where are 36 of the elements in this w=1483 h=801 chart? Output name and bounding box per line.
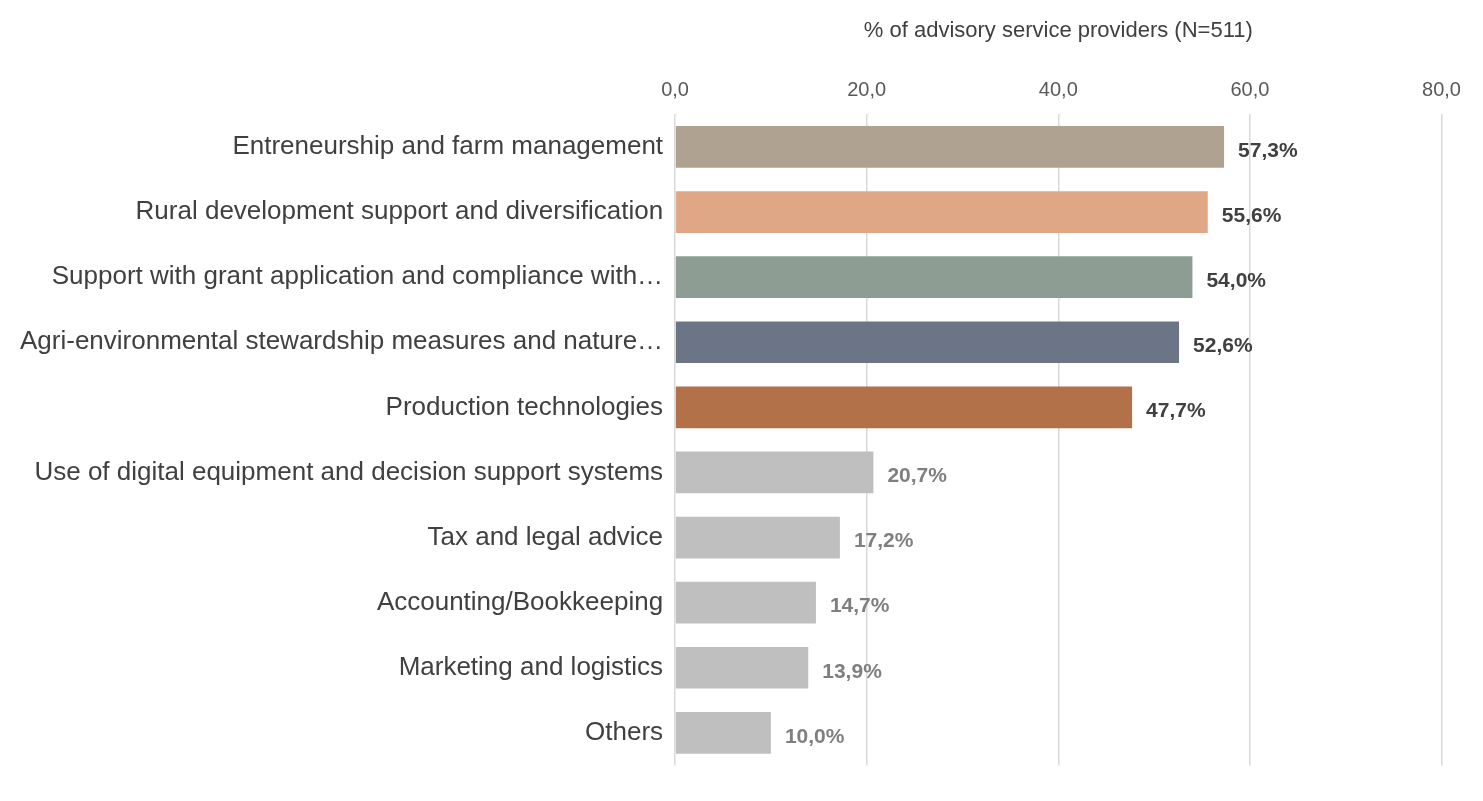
x-tick-label: 80,0 <box>1422 77 1462 100</box>
bar <box>675 516 840 559</box>
data-label: 52,6% <box>1193 333 1253 357</box>
data-label: 20,7% <box>887 463 948 487</box>
data-label: 10,0% <box>784 723 845 747</box>
x-tick-label: 20,0 <box>847 77 887 100</box>
bar <box>675 191 1208 233</box>
bar <box>675 451 874 494</box>
y-tick-label: Rural development support and diversification <box>135 195 664 226</box>
bar <box>675 712 771 754</box>
y-tick-label: Agri-environmental stewardship measures and nature… <box>20 325 664 356</box>
data-label: 57,3% <box>1238 137 1298 161</box>
bar <box>675 581 816 624</box>
x-tick-label: 60,0 <box>1230 77 1270 100</box>
data-label: 47,7% <box>1146 398 1206 422</box>
bar <box>675 321 1180 364</box>
bar <box>675 386 1133 429</box>
bar <box>675 126 1225 168</box>
x-tick-label: 40,0 <box>1038 77 1078 100</box>
data-label: 55,6% <box>1221 202 1282 226</box>
y-tick-label: Support with grant application and compliance with… <box>51 260 664 291</box>
y-tick-label: Others <box>585 716 664 747</box>
y-tick-label: Use of digital equipment and decision support systems <box>34 455 664 486</box>
y-tick-label: Accounting/Bookkeeping <box>376 585 664 616</box>
bar <box>675 256 1193 298</box>
data-label: 17,2% <box>853 528 914 552</box>
y-tick-label: Tax and legal advice <box>427 520 664 551</box>
data-label: 54,0% <box>1206 267 1267 291</box>
data-label: 14,7% <box>829 593 890 617</box>
x-axis-title: % of advisory service providers (N=511) <box>863 17 1253 43</box>
y-tick-label: Production technologies <box>385 390 664 421</box>
x-tick-label: 0,0 <box>661 77 689 100</box>
bar <box>675 646 809 689</box>
data-label: 13,9% <box>822 658 883 682</box>
y-tick-label: Marketing and logistics <box>398 650 664 681</box>
y-tick-label: Entreneurship and farm management <box>232 130 664 161</box>
